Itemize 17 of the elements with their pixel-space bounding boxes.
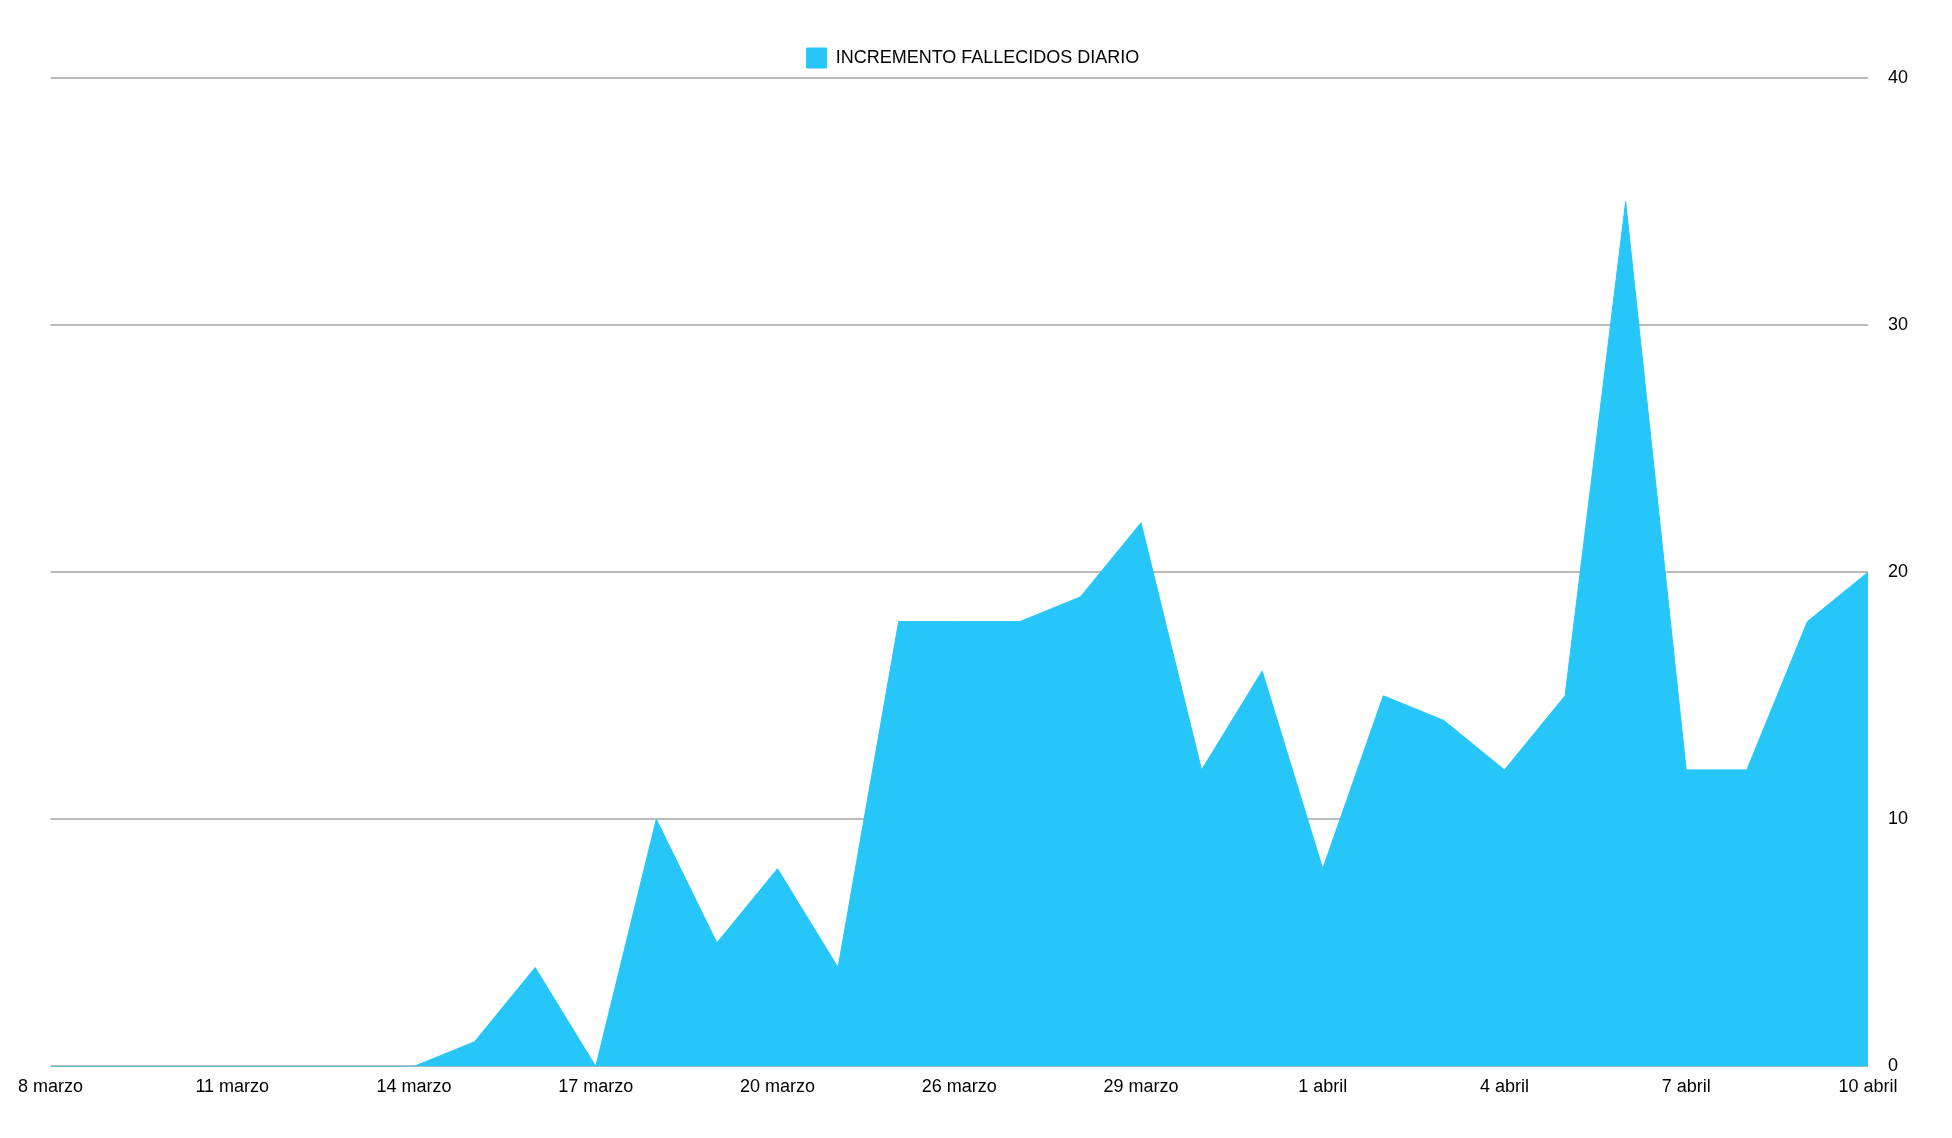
legend-label: INCREMENTO FALLECIDOS DIARIO — [835, 46, 1140, 67]
y-tick-label: 0 — [1887, 1055, 1898, 1076]
y-tick-label: 30 — [1887, 314, 1909, 335]
x-tick-label: 20 marzo — [739, 1076, 816, 1097]
x-tick-label: 4 abril — [1479, 1076, 1529, 1097]
y-tick-label: 10 — [1887, 808, 1909, 829]
x-tick-label: 10 abril — [1838, 1076, 1898, 1097]
x-tick-label: 17 marzo — [558, 1076, 634, 1097]
x-tick-label: 29 marzo — [1103, 1076, 1179, 1097]
x-tick-label: 11 marzo — [195, 1076, 270, 1097]
x-tick-label: 26 marzo — [921, 1076, 997, 1097]
x-tick-label: 14 marzo — [376, 1076, 452, 1097]
x-tick-label: 7 abril — [1661, 1076, 1711, 1097]
y-tick-label: 20 — [1887, 561, 1909, 582]
x-tick-label: 1 abril — [1298, 1076, 1348, 1097]
y-tick-label: 40 — [1887, 66, 1909, 87]
x-tick-label: 8 marzo — [18, 1076, 84, 1097]
